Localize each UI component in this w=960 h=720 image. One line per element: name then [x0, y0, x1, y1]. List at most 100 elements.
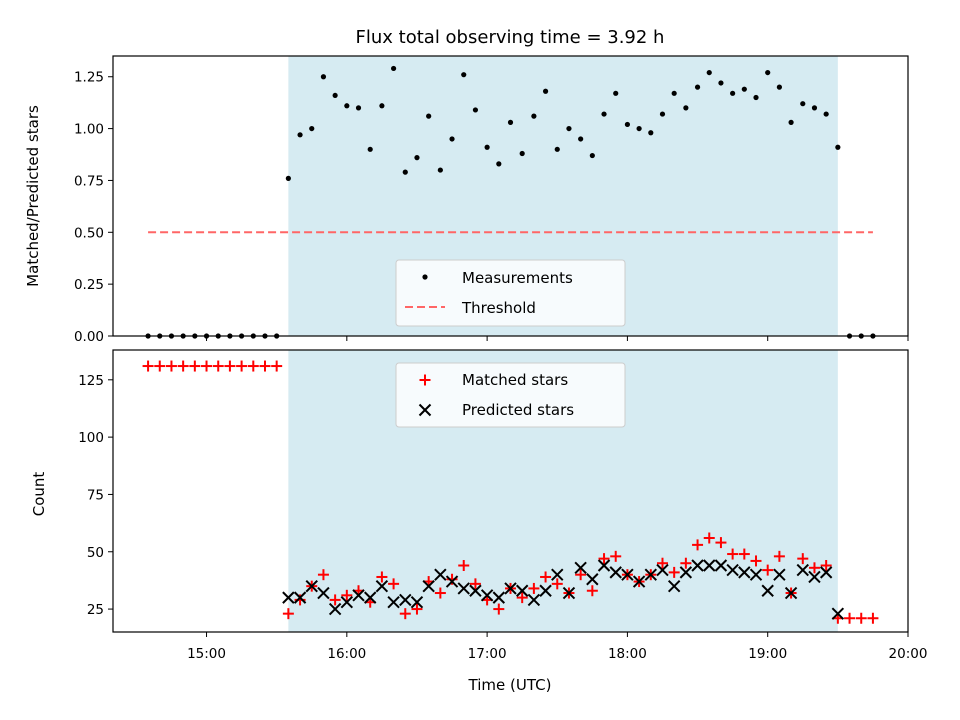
predicted-star-point — [726, 563, 739, 577]
predicted-star-point — [632, 575, 646, 588]
matched-star-point — [165, 360, 177, 372]
predicted-star-point-b — [703, 559, 716, 572]
count-panel-frame — [112, 349, 909, 633]
count-y-tick-label: 125 — [78, 373, 104, 389]
matched-star-point — [808, 562, 820, 574]
matched-star-point — [212, 360, 224, 372]
predicted-star-point-b — [317, 586, 330, 600]
matched-star-point — [411, 603, 423, 615]
matched-star-point — [493, 603, 505, 615]
legend-threshold-label: Threshold — [461, 299, 536, 317]
predicted-star-point — [539, 584, 552, 597]
predicted-star-point — [819, 566, 833, 579]
matched-star-point — [820, 560, 832, 572]
predicted-star-point — [667, 579, 681, 593]
predicted-star-point — [562, 586, 576, 600]
predicted-star-point-b — [551, 568, 564, 581]
ratio-legend-box — [395, 259, 626, 327]
measurement-point — [390, 65, 397, 72]
predicted-star-point-b — [609, 566, 622, 579]
predicted-star-point-b — [819, 566, 833, 579]
measurement-point — [788, 119, 794, 125]
count-y-axis-label: Count — [30, 472, 48, 517]
measurement-point — [367, 146, 373, 152]
matched-star-point — [458, 560, 470, 572]
measurement-point — [344, 103, 350, 109]
measurement-point — [730, 90, 736, 96]
matched-star-point — [236, 360, 248, 372]
matched-star-point — [469, 578, 481, 590]
matched-star-point — [434, 587, 446, 599]
predicted-star-point — [305, 579, 318, 593]
ratio-y-axis: 0.00 0.25 0.50 0.75 1.00 1.25 — [74, 70, 113, 345]
predicted-star-point — [445, 575, 459, 588]
measurement-point — [578, 136, 584, 142]
predicted-star-point — [621, 568, 634, 581]
ratio-y-axis-label: Matched/Predicted stars — [24, 105, 42, 287]
predicted-star-point-b — [422, 579, 435, 593]
measurement-point — [613, 90, 619, 96]
predicted-star-point-b — [282, 591, 295, 604]
measurement-point — [811, 105, 818, 111]
measurement-point — [461, 72, 467, 78]
predicted-star-point — [597, 559, 611, 572]
measurement-point — [554, 146, 560, 152]
predicted-star-point — [773, 568, 786, 581]
measurement-point — [648, 130, 654, 136]
matched-star-point — [598, 553, 610, 565]
predicted-star-markers — [282, 559, 845, 620]
matched-star-point — [656, 557, 668, 569]
predicted-star-point-b — [784, 586, 798, 600]
count-y-tick-label: 100 — [78, 430, 104, 446]
predicted-star-point — [434, 568, 447, 581]
matched-star-point — [329, 594, 341, 606]
matched-star-point — [762, 564, 774, 576]
ratio-y-tick-label: 0.75 — [74, 173, 104, 189]
predicted-star-point-b — [749, 568, 763, 581]
matched-star-point — [575, 569, 587, 581]
predicted-star-point — [515, 584, 529, 597]
predicted-star-point — [784, 586, 798, 600]
measurement-point — [355, 105, 362, 111]
predicted-star-point — [469, 584, 482, 597]
count-panel: 25 50 75 100 125 15:00 16:00 17:00 18:00 19:00 20… — [30, 349, 927, 694]
predicted-star-point-b — [399, 593, 412, 607]
matched-star-point — [855, 612, 867, 624]
predicted-star-point — [527, 593, 541, 607]
predicted-star-point-b — [574, 561, 587, 575]
predicted-star-point — [738, 566, 751, 579]
predicted-star-point-b — [808, 570, 821, 584]
measurement-point — [507, 119, 514, 125]
matched-star-point — [844, 612, 856, 624]
matched-star-point — [189, 360, 201, 372]
count-legend: Matched stars Predicted stars — [395, 362, 626, 428]
legend-matched-label: Matched stars — [462, 371, 568, 389]
time-x-axis: 15:00 16:00 17:00 18:00 19:00 20:00 — [187, 632, 927, 662]
predicted-star-point — [352, 589, 365, 602]
predicted-star-point — [282, 591, 295, 604]
measurement-point — [531, 113, 537, 119]
ratio-panel-frame — [112, 55, 909, 337]
matched-star-point — [317, 569, 329, 581]
measurement-point — [472, 107, 479, 113]
predicted-star-point — [808, 570, 821, 584]
measurement-point — [449, 136, 455, 142]
predicted-star-point — [340, 595, 354, 609]
predicted-star-point-b — [410, 595, 424, 609]
ratio-y-tick-label: 0.25 — [74, 277, 104, 293]
predicted-star-point-b — [621, 568, 634, 581]
matched-star-point — [773, 550, 785, 562]
measurement-point — [297, 132, 303, 138]
matched-star-point — [201, 360, 213, 372]
predicted-star-point-b — [679, 566, 693, 579]
matched-star-point — [797, 553, 809, 565]
time-x-tick-label: 16:00 — [327, 646, 366, 662]
measurement-point — [332, 92, 338, 99]
matched-star-point — [388, 578, 400, 590]
ratio-y-tick-label: 0.00 — [74, 329, 104, 345]
ratio-y-tick-label: 0.50 — [74, 225, 104, 241]
measurement-point — [741, 86, 747, 92]
predicted-star-point — [480, 589, 494, 602]
measurement-point — [823, 111, 829, 117]
predicted-star-point-b — [667, 579, 681, 593]
